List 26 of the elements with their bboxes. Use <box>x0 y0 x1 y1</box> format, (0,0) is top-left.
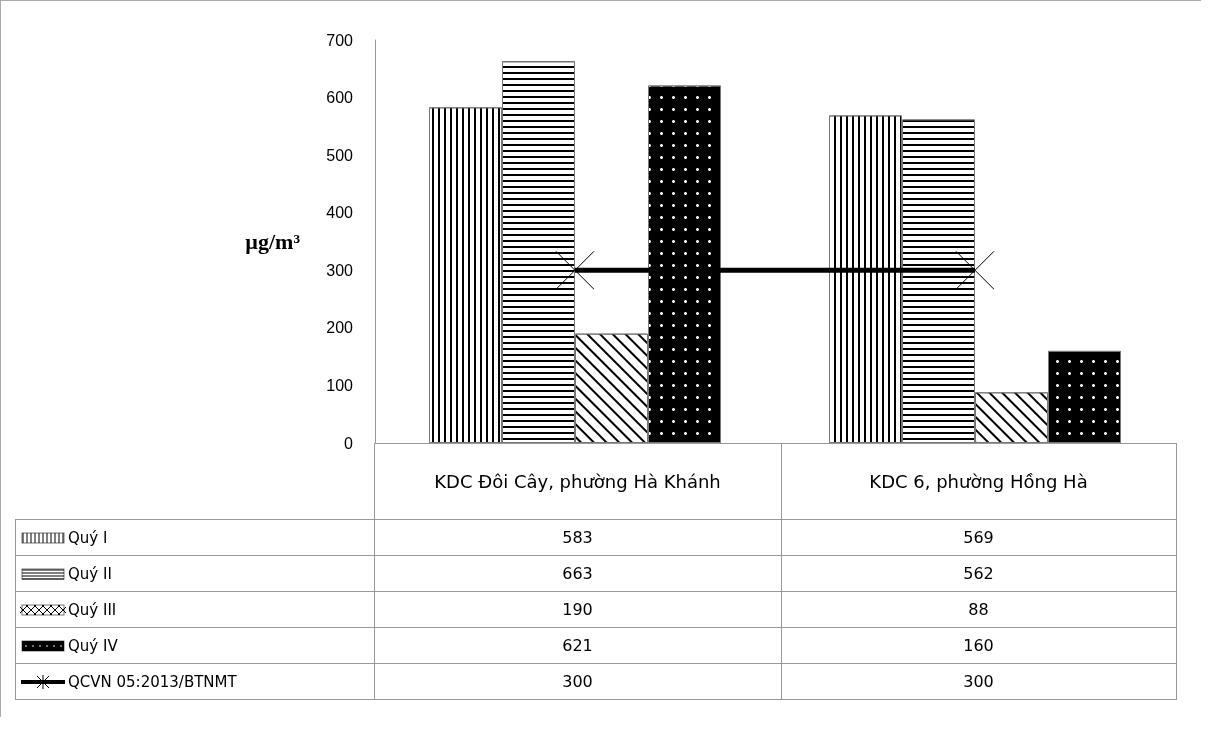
legend-label: Quý IV <box>15 627 374 664</box>
legend-label: QCVN 05:2013/BTNMT <box>15 663 374 700</box>
data-label: 663 <box>374 555 781 592</box>
y-tick-label: 700 <box>326 31 354 49</box>
data-label: 562 <box>781 555 1176 592</box>
x-tick-label: KDC Đôi Cây, phường Hà Khánh <box>374 443 781 520</box>
y-tick-label: 300 <box>326 261 354 279</box>
data-label: 190 <box>374 591 781 628</box>
data-label: 300 <box>781 663 1176 700</box>
y-tick-label: 500 <box>326 146 354 164</box>
y-tick-label: 400 <box>326 204 354 222</box>
data-label: 88 <box>781 591 1176 628</box>
legend-label: Quý III <box>15 591 374 628</box>
data-label: 160 <box>781 627 1176 664</box>
legend-label: Quý I <box>15 519 374 556</box>
y-tick-label: 0 <box>344 434 354 452</box>
data-label: 621 <box>374 627 781 664</box>
x-tick-label: KDC 6, phường Hồng Hà <box>781 443 1176 520</box>
y-axis-title: µg/m³ <box>245 229 301 254</box>
y-tick-label: 200 <box>326 319 354 337</box>
data-label: 300 <box>374 663 781 700</box>
legend-label: Quý II <box>15 555 374 592</box>
y-tick-label: 100 <box>326 376 354 394</box>
data-label: 583 <box>374 519 781 556</box>
y-tick-label: 600 <box>326 89 354 107</box>
data-label: 569 <box>781 519 1176 556</box>
